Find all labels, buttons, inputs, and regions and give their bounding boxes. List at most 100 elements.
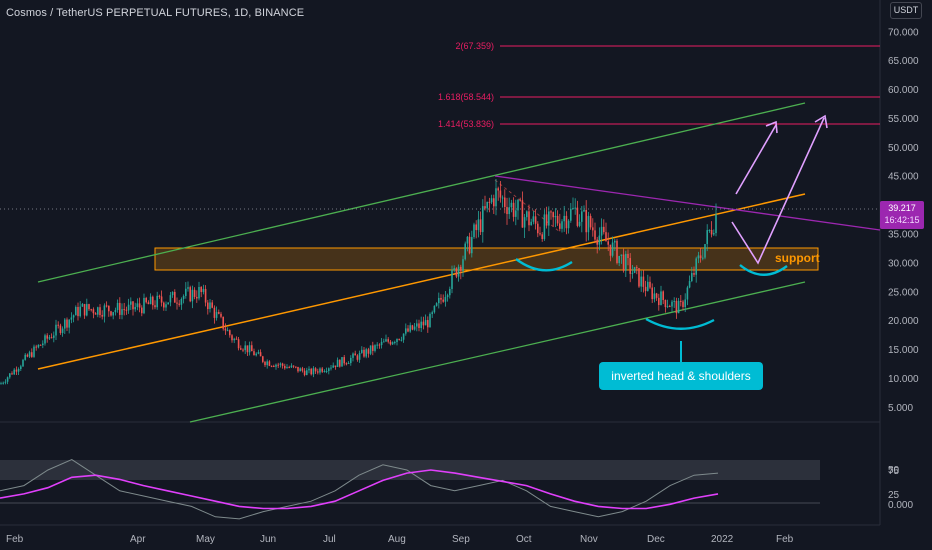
candle-body <box>462 259 464 271</box>
candle-body <box>688 281 691 288</box>
time-tick-label: Dec <box>647 534 665 545</box>
symbol-title[interactable]: Cosmos / TetherUS PERPETUAL FUTURES, 1D,… <box>6 7 305 19</box>
candle-body <box>576 207 579 226</box>
candle-body <box>444 296 447 302</box>
candle-body <box>321 368 323 372</box>
candle-body <box>596 239 598 245</box>
candle-body <box>686 287 689 300</box>
candle-body <box>90 309 92 311</box>
candle-body <box>15 369 18 372</box>
candle-body <box>372 345 374 351</box>
candle-body <box>394 342 396 344</box>
candle-body <box>550 211 552 213</box>
candle-body <box>504 197 506 207</box>
candle-body <box>9 373 11 378</box>
pattern-arcs <box>515 258 788 330</box>
candle-body <box>240 348 242 350</box>
candle-body <box>347 363 350 365</box>
candle-body <box>693 273 695 275</box>
candle-body <box>559 223 561 229</box>
candle-body <box>600 226 603 236</box>
candle-body <box>473 224 475 238</box>
candle-body <box>592 227 594 231</box>
candle-body <box>684 299 686 308</box>
candle-body <box>66 319 68 328</box>
candle-body <box>44 335 46 344</box>
candle-body <box>35 346 37 348</box>
candle-body <box>405 328 407 334</box>
candle-body <box>39 344 42 346</box>
candle-body <box>4 381 7 383</box>
candle-body <box>563 215 565 222</box>
candle-body <box>647 281 649 291</box>
candle-body <box>466 236 469 244</box>
candle-body <box>629 258 631 274</box>
candle-body <box>17 368 20 372</box>
candle-body <box>275 364 277 367</box>
candle-body <box>554 215 557 218</box>
candle-body <box>537 223 539 234</box>
candle-body <box>556 215 559 224</box>
arrow-head-short <box>765 120 778 134</box>
candle-body <box>94 313 97 315</box>
candle-body <box>644 286 647 291</box>
candle-body <box>127 304 130 311</box>
time-tick-label: 2022 <box>711 534 734 545</box>
candle-body <box>2 382 4 384</box>
candle-body <box>169 295 172 303</box>
candle-body <box>561 221 563 229</box>
candle-body <box>708 229 711 231</box>
candle-body <box>490 198 493 203</box>
candle-body <box>68 319 70 328</box>
last-price-tag: 39.217 16:42:15 <box>880 201 924 229</box>
currency-badge[interactable]: USDT <box>890 2 922 19</box>
price-tick-label: 5.000 <box>888 403 913 414</box>
time-axis[interactable]: Feb Apr May Jun Jul Aug Sep Oct Nov Dec 2022 Feb <box>6 534 794 545</box>
candle-body <box>209 302 211 310</box>
support-zone <box>154 247 819 271</box>
candle-body <box>658 297 660 306</box>
candle-body <box>323 371 326 373</box>
candle-body <box>116 302 119 311</box>
candle-body <box>53 335 55 338</box>
candle-body <box>26 354 29 357</box>
candle-body <box>508 207 510 215</box>
candle-body <box>207 302 209 310</box>
candle-body <box>636 267 638 269</box>
left-shoulder-arc <box>515 258 573 272</box>
candle-body <box>171 291 174 296</box>
candle-body <box>268 361 271 366</box>
candle-body <box>99 307 101 316</box>
time-tick-label: Nov <box>580 534 598 545</box>
candle-body <box>121 309 123 315</box>
candle-body <box>42 343 44 346</box>
candle-body <box>521 200 524 228</box>
candle-body <box>328 368 330 372</box>
candle-body <box>431 312 433 314</box>
candle-body <box>598 235 601 245</box>
candle-body <box>125 309 128 311</box>
candle-body <box>165 304 167 308</box>
rsi-tick-label: 25 <box>888 490 900 501</box>
candle-body <box>20 366 22 369</box>
candle-body <box>433 305 436 313</box>
candle-body <box>358 352 361 360</box>
candle-body <box>299 368 301 372</box>
candle-body <box>176 302 178 304</box>
candle-body <box>343 357 345 364</box>
candle-body <box>442 299 444 302</box>
candle-body <box>581 211 583 222</box>
candle-body <box>178 303 180 305</box>
candle-body <box>202 288 205 293</box>
rsi-band <box>0 460 820 480</box>
price-tick-label: 20.000 <box>888 316 919 327</box>
candle-body <box>603 226 605 233</box>
candle-body <box>655 293 658 298</box>
candle-body <box>330 367 332 369</box>
candle-body <box>233 338 235 341</box>
candle-body <box>365 349 367 357</box>
candle-body <box>279 363 282 365</box>
rsi-ma-line <box>0 469 719 510</box>
